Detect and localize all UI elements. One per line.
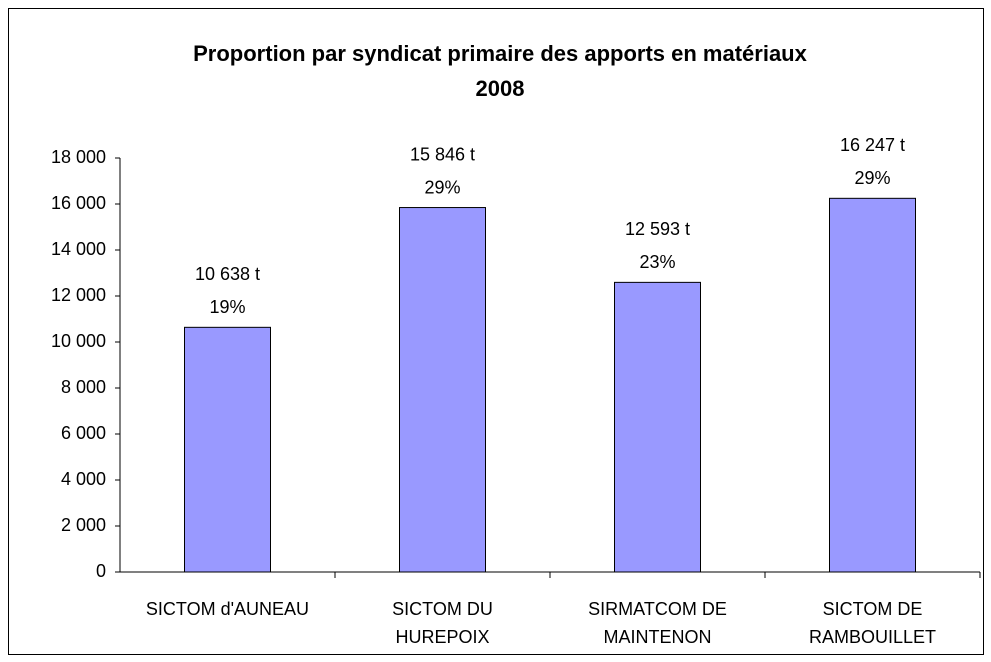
y-tick-label: 4 000 <box>61 469 106 489</box>
y-tick-label: 0 <box>96 561 106 581</box>
bar <box>184 326 271 573</box>
x-tick-label: SICTOM DE <box>823 599 923 619</box>
chart-title: 2008 <box>476 76 525 101</box>
y-tick-label: 10 000 <box>51 331 106 351</box>
value-label: 10 638 t <box>195 264 260 284</box>
chart-frame <box>8 8 984 655</box>
value-label: 12 593 t <box>625 219 690 239</box>
bar <box>829 197 916 573</box>
y-tick-label: 8 000 <box>61 377 106 397</box>
bar <box>614 281 701 573</box>
value-label: 16 247 t <box>840 135 905 155</box>
share-label: 23% <box>639 252 675 272</box>
x-tick-label: SICTOM DU <box>392 599 493 619</box>
bar <box>399 207 486 573</box>
x-tick-label: HUREPOIX <box>395 627 489 647</box>
y-tick-label: 18 000 <box>51 147 106 167</box>
share-label: 29% <box>854 168 890 188</box>
x-tick-label: MAINTENON <box>604 627 712 647</box>
value-label: 15 846 t <box>410 144 475 164</box>
y-tick-label: 6 000 <box>61 423 106 443</box>
y-tick-label: 12 000 <box>51 285 106 305</box>
share-label: 29% <box>424 177 460 197</box>
y-tick-label: 2 000 <box>61 515 106 535</box>
chart-title: Proportion par syndicat primaire des app… <box>193 41 807 66</box>
x-tick-label: RAMBOUILLET <box>809 627 936 647</box>
y-tick-label: 14 000 <box>51 239 106 259</box>
y-tick-label: 16 000 <box>51 193 106 213</box>
x-tick-label: SICTOM d'AUNEAU <box>146 599 309 619</box>
share-label: 19% <box>209 297 245 317</box>
x-tick-label: SIRMATCOM DE <box>588 599 727 619</box>
